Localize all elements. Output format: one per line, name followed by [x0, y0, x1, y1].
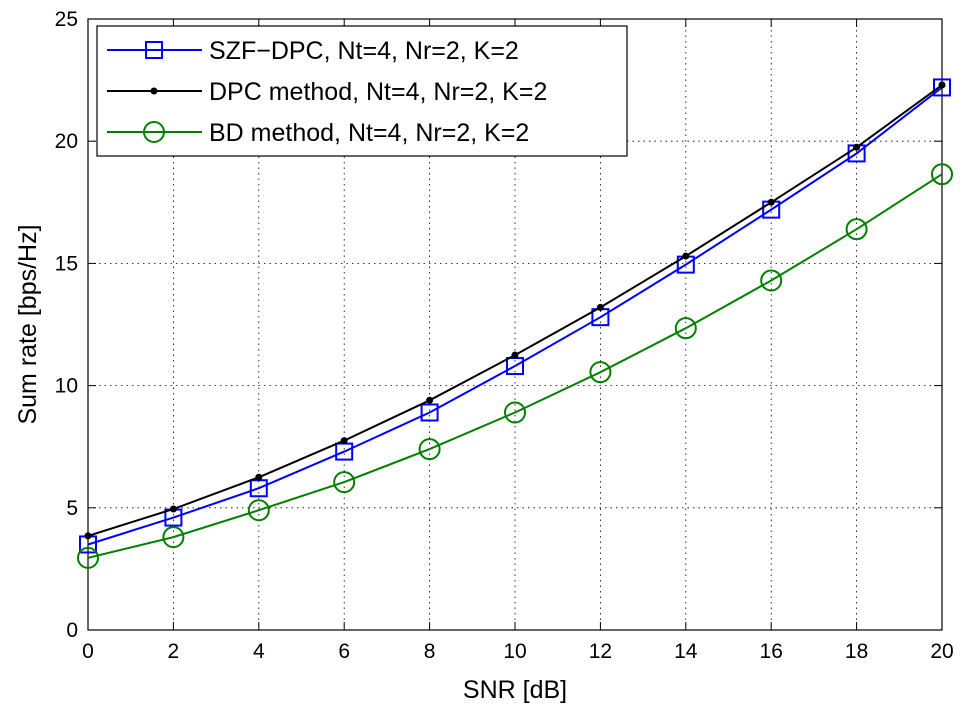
series-line — [87, 86, 943, 546]
x-tick-label: 8 — [424, 640, 436, 663]
x-tick-label: 20 — [930, 640, 953, 663]
data-point — [511, 351, 519, 359]
data-point — [931, 163, 953, 186]
legend-item: DPC method, Nt=4, Nr=2, K=2 — [107, 78, 547, 106]
legend-item: SZF−DPC, Nt=4, Nr=2, K=2 — [107, 37, 519, 65]
data-point — [420, 403, 439, 422]
data-point — [77, 546, 99, 569]
data-point — [340, 437, 348, 445]
data-point — [504, 401, 526, 424]
ticks: 0 2 4 6 8 10 12 14 16 18 20 0 5 10 15 20 25 — [55, 8, 954, 663]
x-tick-label: 6 — [338, 640, 350, 663]
data-point — [933, 78, 951, 97]
legend: SZF−DPC, Nt=4, Nr=2, K=2 DPC method, Nt=4… — [96, 25, 628, 157]
legend-label: SZF−DPC, Nt=4, Nr=2, K=2 — [209, 37, 519, 65]
legend-marker — [145, 41, 163, 59]
data-point — [767, 198, 775, 206]
x-tick-label: 4 — [253, 640, 265, 663]
data-point — [169, 505, 177, 513]
data-point — [853, 143, 861, 151]
series-2 — [84, 81, 946, 540]
series-3 — [77, 163, 953, 569]
data-point — [845, 218, 868, 241]
x-tick-label: 12 — [589, 640, 612, 663]
x-tick-label: 10 — [503, 640, 526, 663]
data-point — [596, 303, 604, 311]
y-axis-label: Sum rate [bps/Hz] — [14, 224, 42, 424]
series — [77, 78, 953, 569]
legend-marker — [143, 121, 165, 143]
data-point — [333, 471, 356, 494]
data-point — [84, 532, 92, 540]
y-tick-label: 10 — [55, 375, 78, 398]
data-point — [247, 499, 270, 522]
y-tick-label: 20 — [55, 130, 78, 153]
data-point — [682, 252, 690, 260]
x-tick-label: 2 — [168, 640, 180, 663]
y-tick-label: 0 — [66, 619, 78, 642]
series-line — [87, 173, 943, 559]
legend-label: BD method, Nt=4, Nr=2, K=2 — [209, 119, 529, 147]
data-point — [760, 269, 783, 292]
y-tick-label: 25 — [55, 8, 78, 31]
data-point — [938, 81, 946, 89]
data-point — [255, 473, 263, 481]
legend-marker — [150, 87, 158, 95]
x-axis-label: SNR [dB] — [463, 676, 567, 704]
legend-label: DPC method, Nt=4, Nr=2, K=2 — [209, 78, 547, 106]
data-point — [426, 396, 434, 404]
data-point — [162, 526, 185, 549]
x-tick-label: 0 — [82, 640, 94, 663]
data-point — [418, 438, 441, 461]
x-tick-label: 16 — [760, 640, 783, 663]
y-tick-label: 15 — [55, 252, 78, 275]
data-point — [674, 317, 697, 340]
x-tick-label: 18 — [845, 640, 868, 663]
y-tick-label: 5 — [66, 497, 78, 520]
legend-item: BD method, Nt=4, Nr=2, K=2 — [107, 119, 529, 147]
x-tick-label: 14 — [674, 640, 698, 663]
data-point — [589, 361, 612, 384]
